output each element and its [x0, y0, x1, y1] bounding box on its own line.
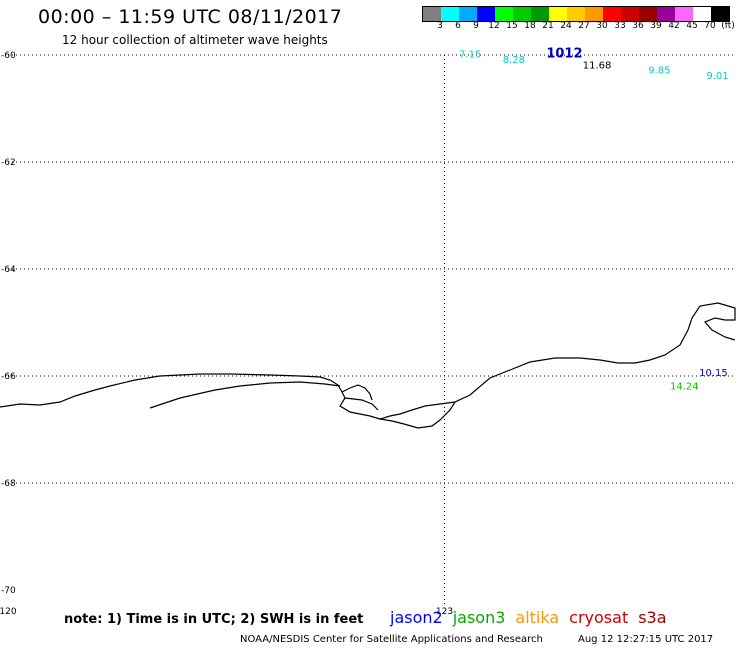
- coastline-path: [0, 302, 736, 429]
- legend-label: 30: [596, 21, 608, 31]
- lat-tick-label: -64: [1, 265, 16, 275]
- wave-height-value: 8.28: [503, 55, 525, 66]
- time-marker-label: 1012: [546, 47, 582, 62]
- legend-swatch: [477, 7, 495, 21]
- legend-label: 39: [650, 21, 662, 31]
- legend-label: 9: [473, 21, 479, 31]
- legend-swatch: [603, 7, 621, 21]
- legend-swatch: [513, 7, 531, 21]
- wave-height-labels: 7.1510128.2811.689.8510139.0139.936.355.…: [459, 47, 729, 393]
- satellite-name: altika: [515, 608, 560, 627]
- legend-label: 12: [488, 21, 500, 31]
- legend-swatch: [639, 7, 657, 21]
- legend-swatch: [459, 7, 477, 21]
- legend-label: 45: [686, 21, 698, 31]
- satellite-name: cryosat: [569, 608, 629, 627]
- legend-swatch: [693, 7, 711, 21]
- wave-height-value: 7.15: [459, 50, 481, 61]
- coastline-island-path: [341, 384, 373, 401]
- page-subtitle: 12 hour collection of altimeter wave hei…: [62, 33, 328, 47]
- lat-tick-label: -62: [1, 158, 16, 168]
- legend-label: (ft): [721, 21, 735, 31]
- wave-height-value: 11.68: [583, 60, 612, 71]
- satellite-name: s3a: [638, 608, 667, 627]
- lat-tick-label: -66: [1, 372, 16, 382]
- wave-height-value: 9.85: [648, 66, 670, 77]
- lat-tick-label: -68: [1, 479, 16, 489]
- legend-swatch: [657, 7, 675, 21]
- color-scale-labels: 3 6 9 12 15 18 21 24 27 30 33 36 39 42 45 70 (ft): [422, 21, 740, 33]
- lat-tick-label: -70: [1, 586, 16, 596]
- satellite-legend: jason2 jason3 altika cryosat s3a: [390, 608, 677, 627]
- color-scale-legend: [422, 6, 730, 22]
- legend-label: 42: [668, 21, 680, 31]
- lat-lon-grid: [8, 54, 735, 604]
- legend-label: 3: [437, 21, 443, 31]
- lat-tick-label: -60: [1, 51, 16, 61]
- legend-label: 33: [614, 21, 626, 31]
- legend-label: 15: [506, 21, 518, 31]
- wave-height-value: 9.01: [706, 71, 728, 82]
- antarctic-coastline: [0, 302, 736, 429]
- lon-tick-label: 120: [0, 607, 17, 617]
- legend-label: 70: [704, 21, 716, 31]
- wave-height-value: 10.15: [699, 368, 728, 379]
- axis-tick-labels: 120123126129132135-60-62-64-66-68-70: [0, 51, 453, 617]
- legend-label: 6: [455, 21, 461, 31]
- legend-swatch: [441, 7, 459, 21]
- coastline-inner-path: [149, 381, 456, 420]
- legend-swatch: [675, 7, 693, 21]
- legend-label: 27: [578, 21, 590, 31]
- legend-swatch: [495, 7, 513, 21]
- legend-label: 36: [632, 21, 644, 31]
- wave-height-value: 14.24: [670, 381, 699, 392]
- legend-swatch: [423, 7, 441, 21]
- legend-swatch: [549, 7, 567, 21]
- legend-swatch: [567, 7, 585, 21]
- generation-timestamp: Aug 12 12:27:15 UTC 2017: [578, 634, 714, 645]
- satellite-name: jason2: [390, 608, 443, 627]
- page-title: 00:00 – 11:59 UTC 08/11/2017: [38, 6, 343, 28]
- credit-line: NOAA/NESDIS Center for Satellite Applica…: [240, 634, 543, 645]
- legend-label: 24: [560, 21, 572, 31]
- lon-tick-label: 123: [436, 607, 453, 617]
- legend-swatch: [531, 7, 549, 21]
- satellite-name: jason3: [452, 608, 506, 627]
- legend-swatch: [711, 7, 729, 21]
- units-note: note: 1) Time is in UTC; 2) SWH is in fe…: [64, 612, 364, 627]
- legend-swatch: [585, 7, 603, 21]
- legend-label: 21: [542, 21, 554, 31]
- legend-label: 18: [524, 21, 536, 31]
- legend-swatch: [621, 7, 639, 21]
